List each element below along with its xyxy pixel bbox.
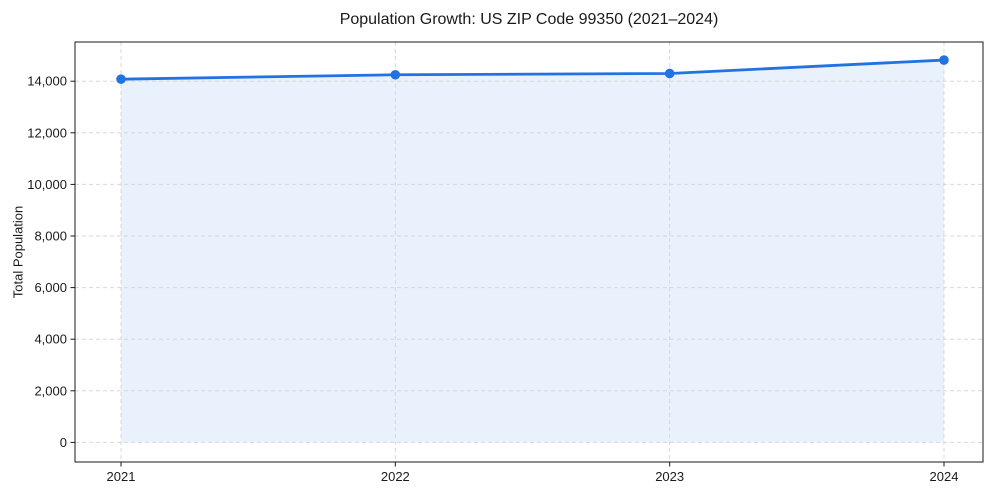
plot-border xyxy=(74,41,984,463)
chart-title: Population Growth: US ZIP Code 99350 (20… xyxy=(339,11,719,28)
y-tick-label: 10,000 xyxy=(27,177,67,192)
x-tick-label: 2022 xyxy=(381,469,410,484)
y-tick-label: 0 xyxy=(60,435,67,450)
area-fill xyxy=(121,60,944,443)
y-tick-label: 8,000 xyxy=(34,229,67,244)
y-tick-label: 2,000 xyxy=(34,383,67,398)
data-point-marker xyxy=(390,69,401,80)
data-point-marker xyxy=(116,74,126,84)
x-tick-label: 2021 xyxy=(107,469,136,484)
y-tick-label: 14,000 xyxy=(27,74,67,89)
y-tick-label: 4,000 xyxy=(34,332,67,347)
data-point-marker xyxy=(664,68,675,79)
y-tick-label: 12,000 xyxy=(27,125,67,140)
data-line xyxy=(119,58,946,81)
x-tick-label: 2023 xyxy=(655,469,684,484)
data-point-marker xyxy=(939,55,949,65)
y-tick-label: 6,000 xyxy=(34,280,67,295)
x-tick-label: 2024 xyxy=(930,469,959,484)
